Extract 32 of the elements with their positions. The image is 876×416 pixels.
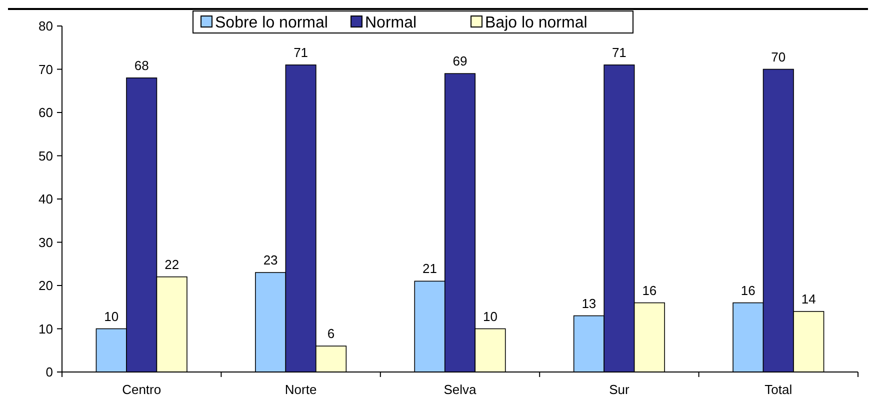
data-label: 69 xyxy=(452,54,468,69)
y-tick-label: 10 xyxy=(38,321,53,336)
y-tick-label: 60 xyxy=(38,105,53,120)
data-label: 23 xyxy=(263,252,278,268)
data-label: 70 xyxy=(771,49,786,64)
legend-label: Bajo lo normal xyxy=(485,14,588,32)
y-tick-label: 40 xyxy=(38,192,53,207)
y-tick-label: 30 xyxy=(38,234,53,250)
x-tick-label: Total xyxy=(764,382,792,397)
y-tick-label: 80 xyxy=(38,18,53,34)
data-label: 21 xyxy=(422,261,437,276)
y-tick-label: 20 xyxy=(38,278,53,294)
data-label: 68 xyxy=(134,58,149,73)
legend-label: Normal xyxy=(365,14,417,32)
data-label: 13 xyxy=(582,296,596,311)
y-tick-label: 50 xyxy=(38,148,53,164)
data-label: 71 xyxy=(612,44,626,60)
data-label: 10 xyxy=(104,308,119,324)
data-label: 14 xyxy=(801,291,816,306)
data-label: 71 xyxy=(294,44,308,60)
x-tick-label: Norte xyxy=(284,382,317,397)
data-label: 16 xyxy=(642,282,657,298)
data-label: 16 xyxy=(740,282,756,298)
y-tick-label: 0 xyxy=(46,364,53,380)
x-tick-label: Selva xyxy=(444,382,478,397)
x-tick-label: Sur xyxy=(609,382,630,397)
data-label: 6 xyxy=(327,326,335,342)
data-label: 10 xyxy=(483,308,498,324)
legend-label: Sobre lo normal xyxy=(215,14,328,32)
x-tick-label: Centro xyxy=(122,382,162,397)
y-tick-label: 70 xyxy=(38,62,53,77)
data-label: 22 xyxy=(164,256,180,272)
